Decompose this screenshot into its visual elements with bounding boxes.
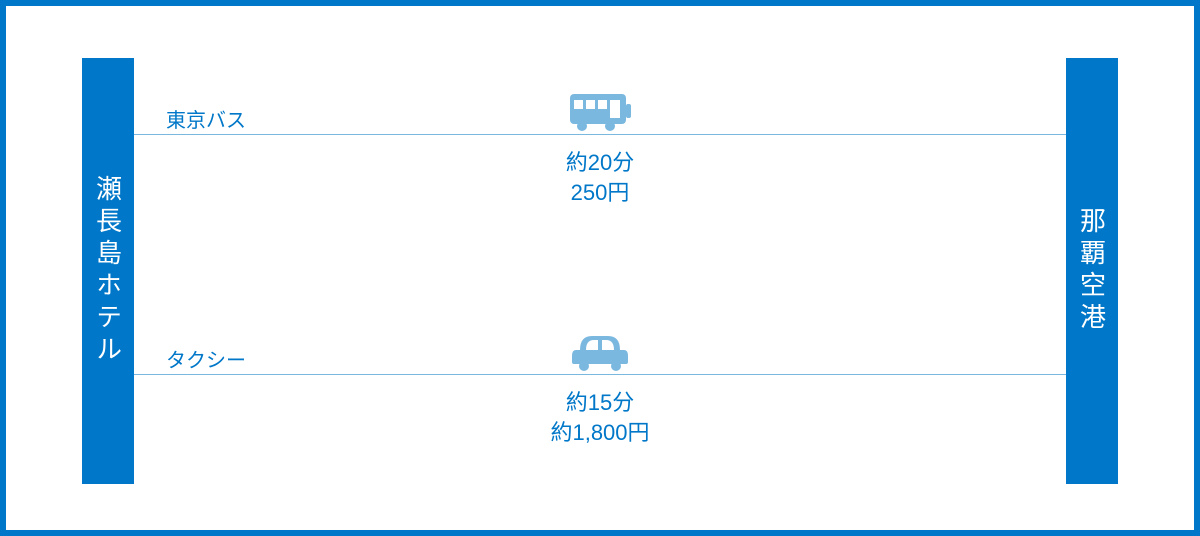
origin-label: 瀬長島ホテル — [90, 175, 127, 367]
transport-diagram-frame: 瀬長島ホテル 那覇空港 東京バス 約20分 — [0, 0, 1200, 536]
bus-icon — [552, 88, 648, 134]
car-icon — [554, 328, 646, 374]
route-bus-line — [134, 134, 1066, 135]
route-bus-label: 東京バス — [166, 104, 246, 133]
route-bus-info: 約20分 250円 — [566, 148, 634, 207]
route-taxi-price: 約1,800円 — [550, 418, 649, 448]
route-taxi-duration: 約15分 — [550, 388, 649, 418]
route-taxi-label: タクシー — [166, 344, 246, 373]
route-bus-price: 250円 — [566, 178, 634, 208]
destination-endpoint: 那覇空港 — [1066, 58, 1118, 484]
route-taxi-info: 約15分 約1,800円 — [550, 388, 649, 447]
route-area: 東京バス 約20分 250円 タクシー — [134, 6, 1066, 530]
route-bus-duration: 約20分 — [566, 148, 634, 178]
destination-label: 那覇空港 — [1074, 207, 1111, 335]
origin-endpoint: 瀬長島ホテル — [82, 58, 134, 484]
route-taxi-line — [134, 374, 1066, 375]
